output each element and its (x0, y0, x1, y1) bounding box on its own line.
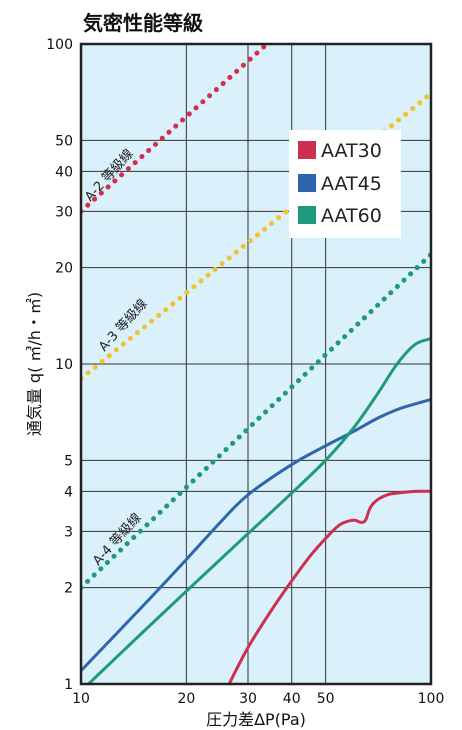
y-tick-label-50: 50 (55, 133, 73, 149)
legend-label-aat60: AAT60 (321, 205, 382, 227)
legend-label-aat45: AAT45 (321, 173, 382, 195)
x-tick-label-20: 20 (177, 691, 195, 707)
x-tick-label-30: 30 (239, 691, 257, 707)
y-tick-label-3: 3 (64, 524, 73, 540)
x-tick-label-10: 10 (72, 691, 90, 707)
legend-label-aat30: AAT30 (321, 140, 382, 162)
legend-swatch-aat45 (298, 174, 316, 192)
grade-lines (81, 44, 431, 591)
x-axis-label: 圧力差ΔP(Pa) (206, 710, 306, 729)
y-axis-label: 通気量 q( ㎥/h・㎡) (25, 292, 44, 436)
series-line-a-3 (81, 91, 431, 382)
y-tick-label-4: 4 (64, 484, 73, 500)
product-lines (81, 337, 431, 684)
y-tick-label-1: 1 (64, 677, 73, 693)
plot-border (79, 42, 433, 686)
y-tick-label-5: 5 (64, 453, 73, 469)
y-tick-label-100: 100 (46, 37, 73, 53)
legend: AAT30 AAT45 AAT60 (289, 130, 401, 238)
series-line-aat60 (86, 337, 431, 684)
chart-title: 気密性能等級 (83, 11, 203, 35)
series-line-aat45 (81, 397, 431, 673)
grid-lines (81, 44, 431, 684)
tick-labels: 1 2 3 4 5 10 20 30 40 50 100 10 20 30 40 50 100 (46, 37, 444, 707)
x-tick-label-40: 40 (283, 691, 301, 707)
legend-swatch-aat60 (298, 206, 316, 224)
x-tick-label-50: 50 (317, 691, 335, 707)
y-tick-label-2: 2 (64, 581, 73, 597)
series-line-a-2 (81, 44, 270, 214)
y-tick-label-30: 30 (55, 204, 73, 220)
legend-swatch-aat30 (298, 141, 316, 159)
series-line-aat30 (227, 489, 431, 684)
series-line-a-4 (81, 251, 431, 591)
y-tick-label-10: 10 (55, 357, 73, 373)
x-tick-label-100: 100 (418, 691, 445, 707)
y-tick-label-40: 40 (55, 164, 73, 180)
y-tick-label-20: 20 (55, 261, 73, 277)
